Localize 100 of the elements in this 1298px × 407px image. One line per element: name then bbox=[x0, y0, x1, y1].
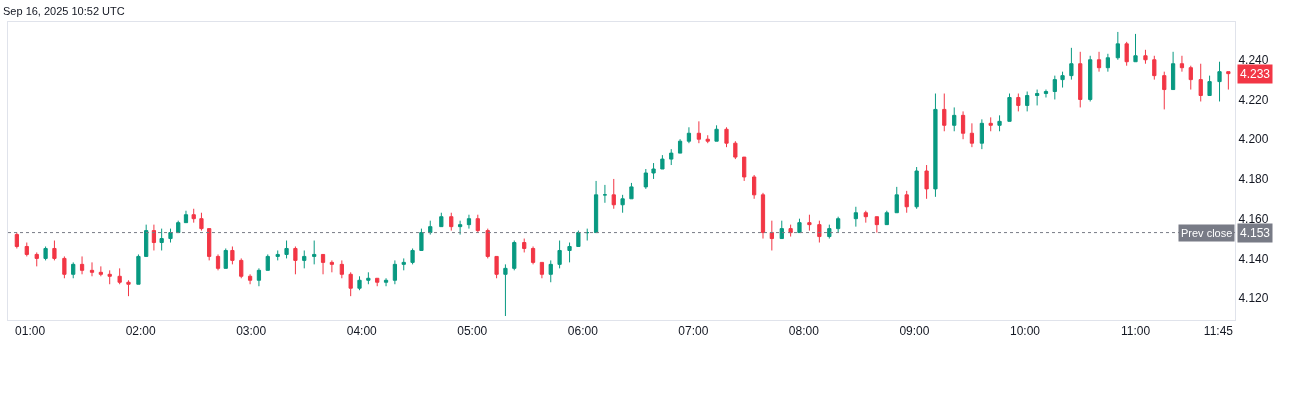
candlestick bbox=[375, 277, 380, 287]
y-tick-label: 4.220 bbox=[1238, 92, 1269, 107]
x-tick-label: 05:00 bbox=[457, 324, 488, 339]
candlestick bbox=[1179, 55, 1185, 73]
candlestick bbox=[159, 228, 164, 251]
candlestick bbox=[1025, 91, 1030, 112]
candlestick bbox=[494, 255, 499, 279]
candlestick bbox=[43, 245, 48, 261]
candlestick bbox=[1152, 55, 1157, 81]
candlestick bbox=[366, 271, 371, 285]
x-tick-label: 04:00 bbox=[346, 324, 378, 339]
candlestick bbox=[1162, 71, 1167, 110]
y-tick-label: 4.140 bbox=[1238, 251, 1269, 266]
candlestick bbox=[1016, 93, 1021, 112]
candlestick bbox=[557, 240, 562, 269]
candlestick bbox=[853, 206, 858, 228]
candlestick bbox=[144, 224, 149, 257]
x-tick-label: 02:00 bbox=[125, 324, 156, 339]
candlestick bbox=[696, 120, 701, 144]
candlestick bbox=[168, 228, 173, 244]
y-tick-label: 4.240 bbox=[1238, 52, 1269, 67]
candlestick bbox=[620, 194, 625, 214]
candlestick bbox=[466, 214, 472, 230]
candlestick bbox=[1007, 93, 1012, 122]
candlestick bbox=[914, 166, 919, 210]
candlestick bbox=[530, 245, 536, 265]
candlestick bbox=[660, 154, 665, 170]
candlestick bbox=[1060, 71, 1065, 89]
candlestick bbox=[98, 265, 103, 277]
candlestick bbox=[107, 269, 112, 285]
candlestick bbox=[401, 257, 406, 271]
candlestick bbox=[602, 184, 608, 204]
candlestick bbox=[742, 156, 747, 182]
candlestick bbox=[117, 267, 122, 285]
candlestick bbox=[410, 247, 415, 265]
candlestick bbox=[191, 208, 196, 224]
x-tick-label: 07:00 bbox=[678, 324, 709, 339]
candlestick bbox=[611, 178, 616, 210]
candlestick bbox=[302, 249, 307, 269]
candlestick bbox=[126, 279, 131, 297]
x-tick-label: 09:00 bbox=[899, 324, 930, 339]
candlestick bbox=[863, 210, 868, 224]
x-tick-label: 11:00 bbox=[1120, 324, 1151, 339]
candlestick bbox=[874, 216, 879, 234]
candlestick bbox=[997, 114, 1002, 132]
candlestick bbox=[714, 124, 719, 142]
candlestick bbox=[348, 271, 353, 297]
candlestick bbox=[79, 255, 85, 275]
candlestick bbox=[960, 110, 966, 140]
candlestick bbox=[952, 106, 957, 132]
candlestick bbox=[924, 164, 929, 200]
candlestick bbox=[329, 259, 335, 273]
candlestick bbox=[136, 253, 141, 285]
candlestick bbox=[724, 126, 729, 148]
candlestick bbox=[1207, 75, 1212, 97]
annotation: 4.153 bbox=[1240, 226, 1271, 240]
candlestick bbox=[339, 259, 344, 279]
candlestick bbox=[593, 180, 599, 234]
candlestick bbox=[979, 118, 984, 150]
candlestick bbox=[1115, 31, 1120, 61]
candlestick bbox=[1035, 89, 1040, 106]
candlestick bbox=[1078, 51, 1083, 108]
candlestick bbox=[1226, 71, 1231, 91]
candlestick bbox=[215, 253, 221, 271]
candlestick bbox=[71, 261, 76, 279]
candlestick bbox=[522, 238, 527, 253]
candlestick bbox=[383, 277, 389, 287]
candlestick bbox=[969, 122, 975, 148]
candlestick bbox=[539, 261, 545, 279]
candlestick bbox=[207, 228, 212, 261]
candlestick bbox=[1105, 53, 1110, 73]
candlestick bbox=[904, 190, 909, 214]
ref-line-label: Prev close bbox=[1181, 227, 1233, 239]
candlestick bbox=[449, 212, 454, 232]
candlestick bbox=[884, 210, 889, 226]
candlestick bbox=[705, 134, 710, 144]
candlestick bbox=[1088, 55, 1093, 102]
candlestick bbox=[669, 148, 674, 166]
candlestick bbox=[439, 212, 444, 228]
candlestick bbox=[230, 245, 235, 265]
x-tick-label: 03:00 bbox=[236, 324, 267, 339]
candlestick bbox=[576, 230, 581, 247]
candlestick bbox=[265, 253, 270, 271]
x-tick-label: 10:00 bbox=[1009, 324, 1041, 339]
candlestick bbox=[176, 220, 181, 234]
candlestick bbox=[779, 220, 784, 240]
candlestick bbox=[1188, 65, 1193, 91]
candlestick bbox=[14, 232, 19, 249]
candlestick bbox=[827, 224, 832, 240]
candlestick bbox=[686, 126, 692, 144]
candlestick bbox=[677, 138, 683, 154]
candlestick bbox=[1198, 63, 1203, 102]
candlestick bbox=[651, 162, 656, 180]
candlestick bbox=[52, 240, 57, 261]
y-tick-label: 4.160 bbox=[1238, 211, 1269, 226]
candlestick bbox=[256, 267, 262, 287]
candlestick bbox=[817, 220, 822, 244]
candlestick bbox=[752, 174, 757, 200]
candlestick bbox=[457, 220, 463, 236]
candlestick bbox=[151, 224, 157, 251]
